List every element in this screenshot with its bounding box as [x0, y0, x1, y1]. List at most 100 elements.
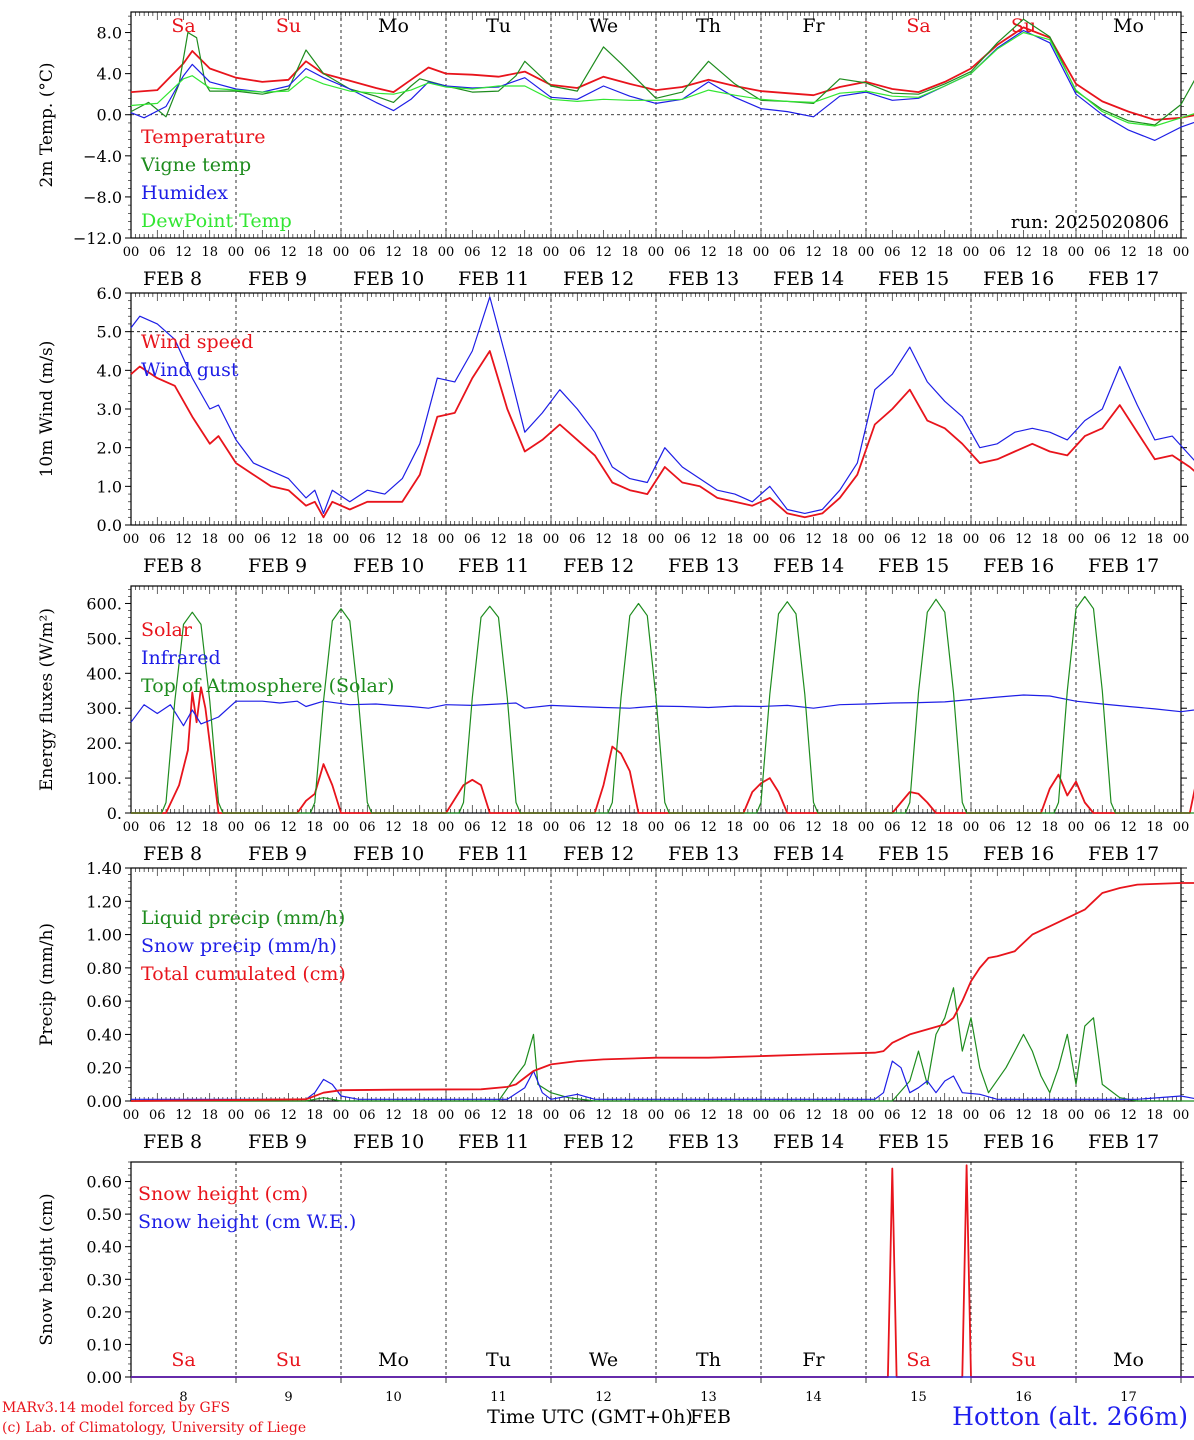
energy-hour-label: 00 — [963, 820, 980, 835]
temp-y-tick-label: 4.0 — [97, 65, 122, 84]
precip-hour-label: 18 — [411, 1108, 428, 1123]
wind-hour-label: 00 — [858, 532, 875, 547]
temp-date-label: FEB 13 — [668, 268, 739, 290]
footer-copyright: (c) Lab. of Climatology, University of L… — [2, 1420, 307, 1436]
precip-date-label: FEB 13 — [668, 1131, 739, 1153]
temp-hour-label: 06 — [569, 245, 586, 260]
precip-hour-label: 00 — [1068, 1108, 1085, 1123]
energy-hour-label: 00 — [543, 820, 560, 835]
wind-hour-label: 18 — [411, 532, 428, 547]
wind-y-axis-label: 10m Wind (m/s) — [37, 341, 57, 478]
precip-series-line-1 — [131, 1060, 1194, 1100]
precip-legend-entry: Total cumulated (cm) — [141, 963, 346, 985]
energy-date-label: FEB 15 — [878, 843, 949, 865]
energy-hour-label: 18 — [831, 820, 848, 835]
precip-date-label: FEB 11 — [458, 1131, 529, 1153]
precip-hour-label: 12 — [175, 1108, 192, 1123]
temp-hour-label: 00 — [858, 245, 875, 260]
snow-y-tick-label: 0.10 — [86, 1335, 122, 1354]
temp-y-tick-label: 0.0 — [97, 106, 122, 125]
temp-legend-entry: Vigne temp — [140, 154, 251, 176]
wind-y-tick-label: 6.0 — [97, 284, 122, 303]
temp-y-tick-label: −8.0 — [83, 188, 122, 207]
wind-hour-label: 06 — [884, 532, 901, 547]
energy-hour-label: 00 — [753, 820, 770, 835]
precip-hour-label: 06 — [254, 1108, 271, 1123]
energy-date-label: FEB 13 — [668, 843, 739, 865]
day-label-top: Sa — [171, 15, 195, 37]
day-number-label: 14 — [805, 1390, 822, 1405]
temp-hour-label: 00 — [333, 245, 350, 260]
temp-hour-label: 18 — [1041, 245, 1058, 260]
precip-hour-label: 18 — [306, 1108, 323, 1123]
precip-hour-label: 18 — [201, 1108, 218, 1123]
snow-y-tick-label: 0.60 — [86, 1173, 122, 1192]
day-label-inner: Su — [276, 1349, 301, 1371]
temp-y-tick-label: −4.0 — [83, 147, 122, 166]
temp-date-label: FEB 17 — [1088, 268, 1159, 290]
precip-y-tick-label: 1.40 — [86, 859, 122, 878]
snow-y-tick-label: 0.30 — [86, 1270, 122, 1289]
temp-hour-label: 00 — [228, 245, 245, 260]
energy-hour-label: 12 — [805, 820, 822, 835]
wind-hour-label: 06 — [254, 532, 271, 547]
precip-hour-label: 00 — [858, 1108, 875, 1123]
energy-date-label: FEB 11 — [458, 843, 529, 865]
precip-date-label: FEB 15 — [878, 1131, 949, 1153]
temp-series-line-1 — [130, 18, 1194, 126]
day-label-top: We — [589, 15, 618, 37]
temp-hour-label: 18 — [516, 245, 533, 260]
wind-hour-label: 12 — [385, 532, 402, 547]
precip-hour-label: 18 — [1146, 1108, 1163, 1123]
temp-hour-label: 18 — [201, 245, 218, 260]
energy-y-tick-label: 200. — [86, 734, 122, 753]
wind-hour-label: 12 — [1120, 532, 1137, 547]
precip-hour-label: 06 — [1094, 1108, 1111, 1123]
precip-hour-label: 06 — [149, 1108, 166, 1123]
precip-y-tick-label: 1.00 — [86, 926, 122, 945]
day-label-inner: Sa — [171, 1349, 195, 1371]
precip-hour-label: 12 — [385, 1108, 402, 1123]
wind-hour-label: 06 — [359, 532, 376, 547]
temp-hour-label: 00 — [543, 245, 560, 260]
energy-y-tick-label: 400. — [86, 664, 122, 683]
day-number-label: 13 — [700, 1390, 717, 1405]
precip-date-label: FEB 17 — [1088, 1131, 1159, 1153]
energy-date-label: FEB 12 — [563, 843, 634, 865]
precip-date-label: FEB 9 — [248, 1131, 307, 1153]
temp-date-label: FEB 10 — [353, 268, 424, 290]
day-number-label: 17 — [1120, 1390, 1137, 1405]
precip-hour-label: 12 — [1120, 1108, 1137, 1123]
temp-hour-label: 12 — [910, 245, 927, 260]
precip-y-tick-label: 0.40 — [86, 1025, 122, 1044]
temp-hour-label: 18 — [621, 245, 638, 260]
energy-hour-label: 00 — [1068, 820, 1085, 835]
precip-hour-label: 06 — [674, 1108, 691, 1123]
temp-date-label: FEB 15 — [878, 268, 949, 290]
wind-hour-label: 00 — [753, 532, 770, 547]
temp-hour-label: 06 — [1094, 245, 1111, 260]
temp-hour-label: 12 — [1120, 245, 1137, 260]
day-label-inner: We — [589, 1349, 618, 1371]
temp-hour-label: 06 — [464, 245, 481, 260]
wind-hour-label: 12 — [700, 532, 717, 547]
temp-hour-label: 00 — [438, 245, 455, 260]
temp-hour-label: 12 — [175, 245, 192, 260]
wind-hour-label: 18 — [516, 532, 533, 547]
wind-hour-label: 06 — [779, 532, 796, 547]
wind-hour-label: 06 — [569, 532, 586, 547]
wind-legend-entry: Wind speed — [141, 331, 253, 353]
temp-y-axis-label: 2m Temp. (°C) — [37, 62, 57, 187]
wind-hour-label: 18 — [831, 532, 848, 547]
wind-hour-label: 12 — [595, 532, 612, 547]
energy-hour-label: 12 — [280, 820, 297, 835]
precip-date-label: FEB 14 — [773, 1131, 844, 1153]
energy-hour-label: 00 — [123, 820, 140, 835]
wind-date-label: FEB 11 — [458, 555, 529, 577]
energy-hour-label: 12 — [175, 820, 192, 835]
wind-date-label: FEB 12 — [563, 555, 634, 577]
panel-snow: 0.00 0.10 0.20 0.30 0.40 0.50 0.60 Snow height … — [37, 1161, 1194, 1428]
day-label-inner: Tu — [486, 1349, 511, 1371]
energy-series-line-0 — [131, 686, 1194, 814]
wind-hour-label: 18 — [306, 532, 323, 547]
